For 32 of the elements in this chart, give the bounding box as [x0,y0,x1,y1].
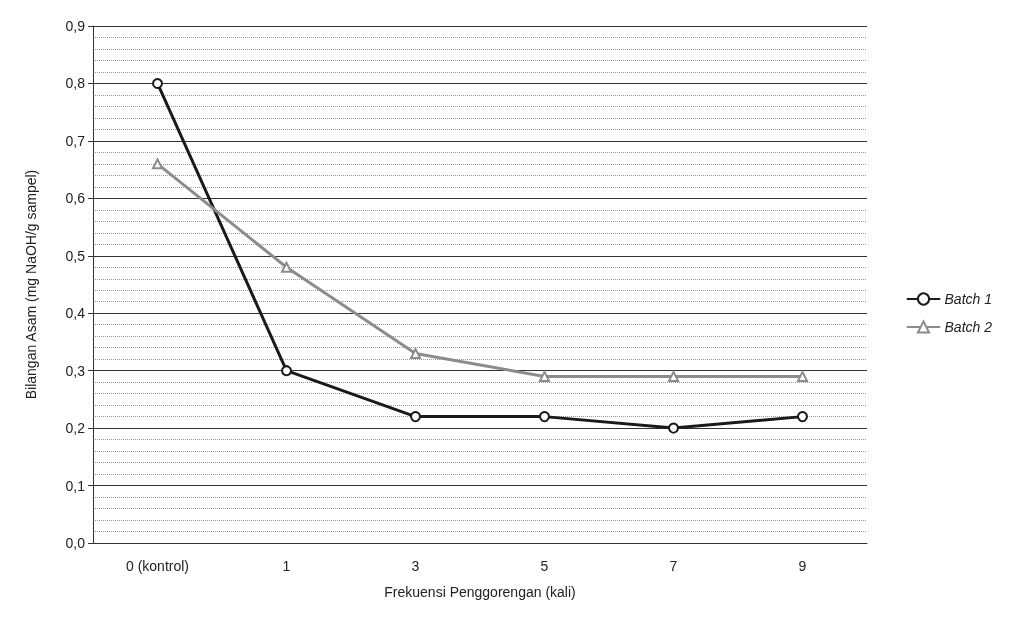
y-axis-title: Bilangan Asam (mg NaOH/g sampel) [23,169,39,400]
y-tick-label: 0,3 [65,362,86,379]
point [410,411,421,423]
x-tick-label: 9 [798,558,807,574]
x-tick-label: 3 [411,558,420,574]
point [797,411,808,423]
y-tick-label: 0,2 [65,420,86,437]
y-tick-label: 0,1 [65,477,86,494]
x-tick-label: 1 [282,558,291,574]
point [668,370,679,382]
y-tick-label: 0,4 [65,305,86,322]
x-axis-title: Frekuensi Penggorengan (kali) [384,584,576,600]
legend-label: Batch 2 [944,319,993,335]
x-tick-label: 0 (kontrol) [125,558,190,574]
x-tick-label: 5 [540,558,549,574]
point [539,411,550,423]
y-tick-label: 0,9 [65,18,86,34]
x-tick-label: 7 [669,558,678,574]
point [152,158,163,170]
y-tick-label: 0,0 [65,535,86,551]
y-tick-label: 0,6 [65,190,86,207]
point [281,261,292,273]
point [281,365,292,377]
point [668,422,679,434]
point [797,370,808,382]
y-tick-label: 0,7 [65,132,86,149]
legend-label: Batch 1 [944,291,993,307]
y-tick-label: 0,8 [65,75,86,92]
point [539,370,550,382]
point [152,77,163,89]
point [410,347,421,359]
y-tick-label: 0,5 [65,247,86,264]
